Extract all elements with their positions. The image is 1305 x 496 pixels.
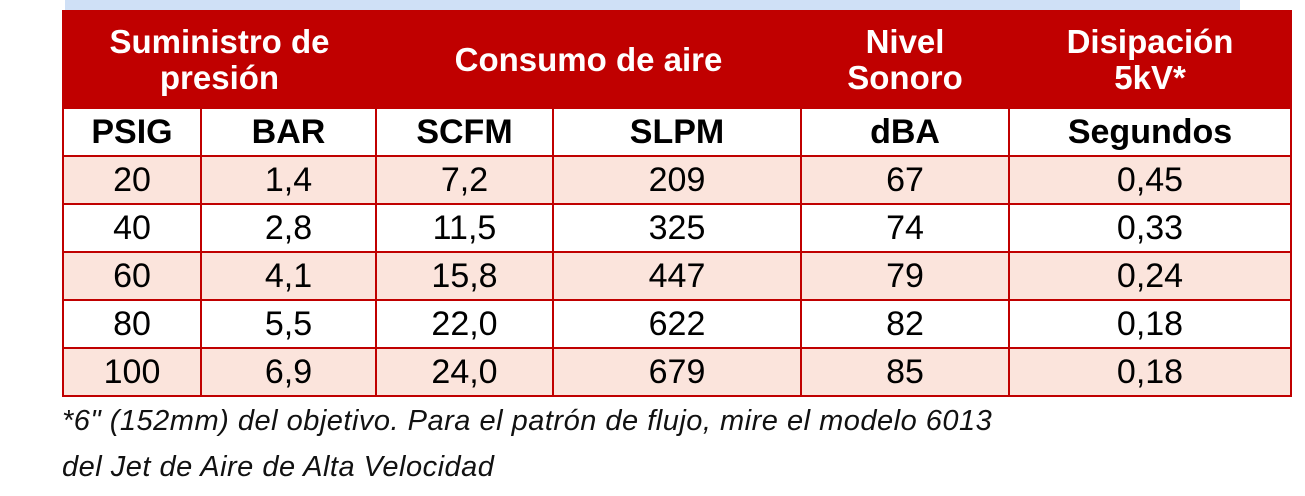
data-cell: 5,5 bbox=[200, 299, 377, 349]
top-strip bbox=[65, 0, 1240, 10]
data-cell: 6,9 bbox=[200, 347, 377, 397]
header-line: Suministro de bbox=[109, 22, 330, 60]
header-line: Nivel bbox=[865, 22, 945, 60]
data-row: 20 1,4 7,2 209 67 0,45 bbox=[62, 155, 1293, 205]
data-row: 100 6,9 24,0 679 85 0,18 bbox=[62, 347, 1293, 397]
group-header: Disipación 5kV* bbox=[1008, 10, 1293, 109]
data-cell: 325 bbox=[551, 203, 803, 253]
header-line: presión bbox=[159, 58, 280, 96]
data-cell: 20 bbox=[62, 155, 202, 205]
header-line: Disipación bbox=[1066, 22, 1234, 60]
data-cell: 40 bbox=[62, 203, 202, 253]
data-cell: 7,2 bbox=[375, 155, 554, 205]
data-cell: 79 bbox=[800, 251, 1011, 301]
data-cell: 60 bbox=[62, 251, 202, 301]
data-cell: 679 bbox=[551, 347, 803, 397]
data-cell: 209 bbox=[551, 155, 803, 205]
data-row: 80 5,5 22,0 622 82 0,18 bbox=[62, 299, 1293, 349]
data-cell: 22,0 bbox=[375, 299, 554, 349]
group-header: Consumo de aire bbox=[374, 10, 803, 109]
group-header-row: Suministro de presión Consumo de aire Nivel… bbox=[62, 10, 1293, 109]
data-cell: 11,5 bbox=[375, 203, 554, 253]
unit-cell: BAR bbox=[200, 107, 377, 157]
data-cell: 1,4 bbox=[200, 155, 377, 205]
header-line: Sonoro bbox=[847, 58, 963, 96]
data-cell: 80 bbox=[62, 299, 202, 349]
group-header: Suministro de presión bbox=[62, 10, 377, 109]
data-cell: 0,18 bbox=[1008, 347, 1293, 397]
footnote-line: del Jet de Aire de Alta Velocidad bbox=[62, 451, 495, 483]
data-cell: 0,33 bbox=[1008, 203, 1293, 253]
unit-cell: SCFM bbox=[375, 107, 554, 157]
data-cell: 4,1 bbox=[200, 251, 377, 301]
data-cell: 0,45 bbox=[1008, 155, 1293, 205]
header-line: 5kV* bbox=[1114, 58, 1186, 96]
data-cell: 0,24 bbox=[1008, 251, 1293, 301]
data-cell: 74 bbox=[800, 203, 1011, 253]
data-cell: 0,18 bbox=[1008, 299, 1293, 349]
data-cell: 85 bbox=[800, 347, 1011, 397]
data-cell: 82 bbox=[800, 299, 1011, 349]
unit-cell: SLPM bbox=[551, 107, 803, 157]
data-cell: 447 bbox=[551, 251, 803, 301]
data-cell: 2,8 bbox=[200, 203, 377, 253]
data-cell: 24,0 bbox=[375, 347, 554, 397]
data-cell: 67 bbox=[800, 155, 1011, 205]
unit-cell: PSIG bbox=[62, 107, 202, 157]
footnote-line: *6" (152mm) del objetivo. Para el patrón… bbox=[62, 405, 993, 437]
data-row: 60 4,1 15,8 447 79 0,24 bbox=[62, 251, 1293, 301]
unit-cell: dBA bbox=[800, 107, 1011, 157]
unit-cell: Segundos bbox=[1008, 107, 1293, 157]
data-cell: 15,8 bbox=[375, 251, 554, 301]
data-row: 40 2,8 11,5 325 74 0,33 bbox=[62, 203, 1293, 253]
data-cell: 100 bbox=[62, 347, 202, 397]
data-cell: 622 bbox=[551, 299, 803, 349]
unit-row: PSIG BAR SCFM SLPM dBA Segundos bbox=[62, 107, 1293, 157]
footnote: *6" (152mm) del objetivo. Para el patrón… bbox=[62, 398, 992, 490]
header-line: Consumo de aire bbox=[454, 40, 723, 78]
spec-table: Suministro de presión Consumo de aire Nivel… bbox=[62, 10, 1293, 397]
group-header: Nivel Sonoro bbox=[800, 10, 1011, 109]
